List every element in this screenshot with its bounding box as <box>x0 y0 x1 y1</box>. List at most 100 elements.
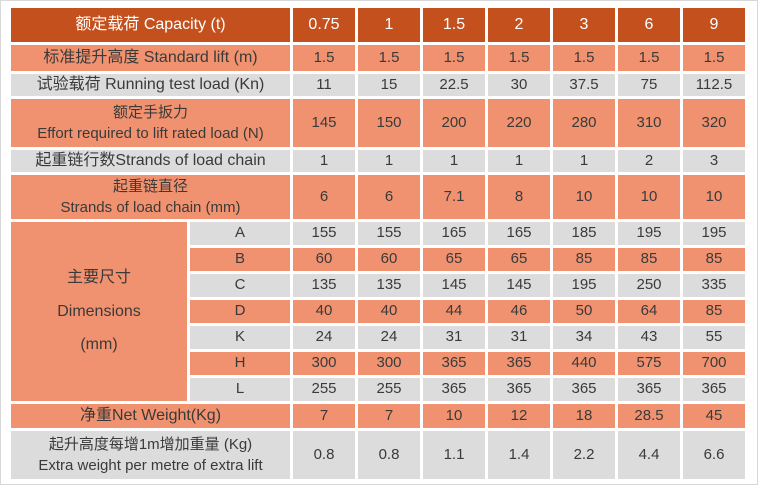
value-cell: 28.5 <box>618 404 680 428</box>
value-cell: 2 <box>618 150 680 172</box>
value-cell: 44 <box>423 300 485 323</box>
dim-key: K <box>190 326 290 349</box>
row-dim-L: L 255 255 365 365 365 365 365 <box>11 378 745 401</box>
row-dim-D: D 40 40 44 46 50 64 85 <box>11 300 745 323</box>
value-cell: 145 <box>423 274 485 297</box>
value-cell: 6 <box>358 175 420 219</box>
row-strands: 起重链行数Strands of load chain 1 1 1 1 1 2 3 <box>11 150 745 172</box>
value-cell: 0.8 <box>293 431 355 479</box>
value-cell: 40 <box>358 300 420 323</box>
row-label-capacity: 额定载荷 Capacity (t) <box>11 8 290 42</box>
value-cell: 85 <box>553 248 615 271</box>
value-cell: 250 <box>618 274 680 297</box>
value-cell: 4.4 <box>618 431 680 479</box>
row-label-effort-en: Effort required to lift rated load (N) <box>37 125 264 142</box>
value-cell: 3 <box>683 150 745 172</box>
row-dim-K: K 24 24 31 31 34 43 55 <box>11 326 745 349</box>
value-cell: 365 <box>423 352 485 375</box>
dim-key: B <box>190 248 290 271</box>
value-cell: 145 <box>488 274 550 297</box>
value-cell: 2.2 <box>553 431 615 479</box>
value-cell: 60 <box>358 248 420 271</box>
value-cell: 320 <box>683 99 745 147</box>
value-cell: 18 <box>553 404 615 428</box>
value-cell: 150 <box>358 99 420 147</box>
value-cell: 135 <box>293 274 355 297</box>
dim-key: A <box>190 222 290 245</box>
row-net-weight: 净重Net Weight(Kg) 7 7 10 12 18 28.5 45 <box>11 404 745 428</box>
row-dim-A: 主要尺寸 Dimensions (mm) A 155 155 165 165 1… <box>11 222 745 401</box>
value-cell: 24 <box>358 326 420 349</box>
value-cell: 1.5 <box>553 45 615 71</box>
row-label-extra-weight-zh: 起升高度每增1m增加重量 (Kg) <box>48 436 253 453</box>
value-cell: 365 <box>488 352 550 375</box>
value-cell: 1.5 <box>423 45 485 71</box>
value-cell: 6 <box>618 8 680 42</box>
row-label-strands: 起重链行数Strands of load chain <box>11 150 290 172</box>
value-cell: 85 <box>683 300 745 323</box>
value-cell: 1 <box>293 150 355 172</box>
value-cell: 440 <box>553 352 615 375</box>
value-cell: 8 <box>488 175 550 219</box>
value-cell: 7 <box>358 404 420 428</box>
value-cell: 365 <box>488 378 550 401</box>
value-cell: 10 <box>618 175 680 219</box>
row-label-net-weight: 净重Net Weight(Kg) <box>11 404 290 428</box>
dim-key: D <box>190 300 290 323</box>
value-cell: 85 <box>683 248 745 271</box>
value-cell: 10 <box>553 175 615 219</box>
value-cell: 10 <box>683 175 745 219</box>
value-cell: 65 <box>488 248 550 271</box>
value-cell: 1.4 <box>488 431 550 479</box>
row-label-effort: 额定手扳力 Effort required to lift rated load… <box>11 99 290 147</box>
value-cell: 1.5 <box>293 45 355 71</box>
dim-key: L <box>190 378 290 401</box>
value-cell: 195 <box>683 222 745 245</box>
value-cell: 112.5 <box>683 74 745 96</box>
dimensions-merged-label: 主要尺寸 Dimensions (mm) <box>11 222 187 401</box>
value-cell: 280 <box>553 99 615 147</box>
value-cell: 2 <box>488 8 550 42</box>
row-label-extra-weight: 起升高度每增1m增加重量 (Kg) Extra weight per metre… <box>11 431 290 479</box>
value-cell: 60 <box>293 248 355 271</box>
dimensions-label-unit: (mm) <box>80 336 118 354</box>
value-cell: 155 <box>293 222 355 245</box>
value-cell: 7.1 <box>423 175 485 219</box>
row-label-chain-diameter-en: Strands of load chain (mm) <box>60 199 241 216</box>
dimensions-label-zh: 主要尺寸 <box>66 269 131 287</box>
value-cell: 255 <box>358 378 420 401</box>
value-cell: 1.5 <box>618 45 680 71</box>
value-cell: 365 <box>553 378 615 401</box>
value-cell: 155 <box>358 222 420 245</box>
value-cell: 165 <box>488 222 550 245</box>
value-cell: 0.75 <box>293 8 355 42</box>
value-cell: 165 <box>423 222 485 245</box>
value-cell: 31 <box>488 326 550 349</box>
value-cell: 12 <box>488 404 550 428</box>
value-cell: 24 <box>293 326 355 349</box>
value-cell: 335 <box>683 274 745 297</box>
value-cell: 145 <box>293 99 355 147</box>
row-dim-C: C 135 135 145 145 195 250 335 <box>11 274 745 297</box>
value-cell: 1.5 <box>423 8 485 42</box>
value-cell: 1.5 <box>488 45 550 71</box>
row-test-load: 试验载荷 Running test load (Kn) 11 15 22.5 3… <box>11 74 745 96</box>
value-cell: 185 <box>553 222 615 245</box>
value-cell: 46 <box>488 300 550 323</box>
value-cell: 220 <box>488 99 550 147</box>
value-cell: 45 <box>683 404 745 428</box>
value-cell: 64 <box>618 300 680 323</box>
value-cell: 1.1 <box>423 431 485 479</box>
value-cell: 40 <box>293 300 355 323</box>
value-cell: 9 <box>683 8 745 42</box>
value-cell: 195 <box>553 274 615 297</box>
value-cell: 200 <box>423 99 485 147</box>
value-cell: 300 <box>358 352 420 375</box>
row-dim-H: H 300 300 365 365 440 575 700 <box>11 352 745 375</box>
value-cell: 700 <box>683 352 745 375</box>
value-cell: 255 <box>293 378 355 401</box>
value-cell: 1 <box>488 150 550 172</box>
row-label-chain-diameter: 起重链直径 Strands of load chain (mm) <box>11 175 290 219</box>
row-label-test-load: 试验载荷 Running test load (Kn) <box>11 74 290 96</box>
